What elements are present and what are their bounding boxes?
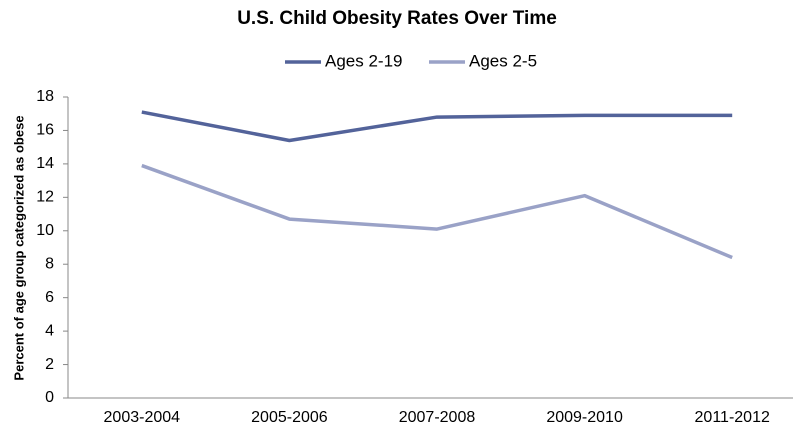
x-tick-label: 2007-2008 bbox=[399, 409, 476, 426]
x-tick-label: 2009-2010 bbox=[546, 409, 623, 426]
y-tick-label: 8 bbox=[45, 255, 54, 272]
legend-label: Ages 2-5 bbox=[469, 51, 537, 70]
legend-label: Ages 2-19 bbox=[325, 51, 403, 70]
y-axis-label: Percent of age group categorized as obes… bbox=[11, 115, 26, 380]
y-tick-label: 0 bbox=[45, 389, 54, 406]
y-tick-label: 6 bbox=[45, 289, 54, 306]
y-tick-label: 16 bbox=[36, 122, 54, 139]
series-line bbox=[141, 110, 733, 143]
y-tick-label: 4 bbox=[45, 322, 54, 339]
x-tick-label: 2011-2012 bbox=[695, 409, 770, 426]
chart-title: U.S. Child Obesity Rates Over Time bbox=[237, 8, 557, 29]
y-tick-label: 18 bbox=[36, 88, 54, 105]
x-tick-label: 2003-2004 bbox=[104, 409, 181, 426]
y-tick-label: 2 bbox=[45, 356, 54, 373]
y-tick-label: 12 bbox=[36, 189, 54, 206]
y-tick-label: 10 bbox=[36, 222, 54, 239]
x-tick-label: 2005-2006 bbox=[251, 409, 328, 426]
y-tick-label: 14 bbox=[36, 155, 54, 172]
series-line bbox=[141, 163, 733, 260]
